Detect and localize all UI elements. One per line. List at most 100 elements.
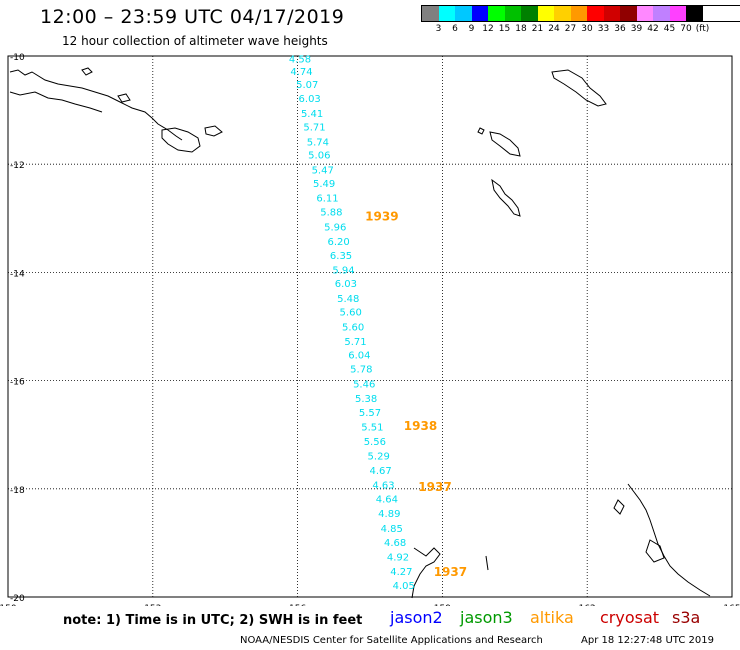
- lon-tick-label: 156: [289, 604, 306, 606]
- coastline-islands-ne: [551, 69, 607, 107]
- pass-time-label: 1938: [404, 419, 437, 433]
- swh-value: 4.85: [381, 524, 403, 535]
- swh-value: 5.78: [350, 365, 372, 376]
- legend-label: 42: [647, 24, 659, 34]
- satellite-name: altika: [530, 608, 574, 627]
- swh-value: 5.56: [364, 437, 386, 448]
- swh-value: 6.03: [299, 94, 321, 105]
- swh-value: 4.68: [384, 538, 406, 549]
- swh-value: 4.89: [378, 509, 400, 520]
- pass-time-label: 1937: [418, 480, 451, 494]
- legend-swatch: [636, 6, 653, 21]
- pass-time-label: 1939: [365, 210, 398, 224]
- legend-swatch: [455, 6, 472, 21]
- axis-labels: 150 153 156 159 162 165 -10 -12 -14 -16 -18 -20: [0, 53, 740, 606]
- lat-tick-label: -10: [10, 53, 25, 63]
- map-grid: [7, 55, 733, 598]
- satellite-name: jason2: [390, 608, 443, 627]
- legend-swatch: [653, 6, 670, 21]
- coastlines: [9, 67, 711, 599]
- swh-value: 4.64: [376, 495, 398, 506]
- legend-swatch: [686, 6, 703, 21]
- swh-value: 4.74: [290, 67, 312, 78]
- legend-label: 33: [597, 24, 610, 34]
- swh-value: 4.27: [390, 567, 412, 578]
- swh-value: 5.71: [344, 337, 366, 348]
- lat-tick-label: -20: [10, 594, 25, 604]
- swh-value: 5.07: [296, 80, 318, 91]
- swh-value: 4.67: [369, 466, 391, 477]
- page-subtitle: 12 hour collection of altimeter wave hei…: [62, 34, 328, 48]
- page-title: 12:00 – 23:59 UTC 04/17/2019: [40, 6, 345, 28]
- lon-tick-label: 162: [579, 604, 596, 606]
- swh-value: 5.29: [368, 451, 390, 462]
- swh-value: 4.63: [372, 480, 394, 491]
- legend-swatch: [488, 6, 505, 21]
- pass-time-label: 1937: [434, 565, 467, 579]
- legend-swatch: [422, 6, 439, 21]
- coastline-islet-6: [491, 178, 521, 217]
- legend-swatch: [669, 6, 686, 21]
- swh-value: 5.38: [355, 394, 377, 405]
- coastline-chesterfield: [411, 547, 441, 599]
- footer: note: 1) Time is in UTC; 2) SWH is in fe…: [0, 606, 740, 650]
- legend-label: 12: [482, 24, 494, 34]
- swh-value: 5.60: [342, 323, 364, 334]
- legend-swatch: [620, 6, 637, 21]
- swh-value: 4.05: [393, 581, 415, 592]
- coastline-papua: [9, 69, 183, 141]
- lon-tick-label: 165: [723, 604, 740, 606]
- legend-swatch: [504, 6, 521, 21]
- swh-value: 4.92: [387, 552, 409, 563]
- legend-label: 39: [630, 24, 643, 34]
- coastline-islet-4: [489, 131, 521, 157]
- coastline-islet-9: [613, 499, 625, 515]
- legend-label: (ft): [695, 24, 710, 34]
- coastline-islet-1: [204, 125, 223, 137]
- swh-value: 5.96: [324, 222, 346, 233]
- swh-value: 6.35: [330, 251, 352, 262]
- satellite-name: jason3: [460, 608, 513, 627]
- color-legend: 3 6 9 12 15 18 21 24 27 30 33 36 39 42 45 70 (ft): [421, 5, 740, 36]
- lon-tick-label: 159: [434, 604, 451, 606]
- wave-height-map: 150 153 156 159 162 165 -10 -12 -14 -16 -18 -20 4.5…: [0, 53, 740, 606]
- legend-label: 27: [564, 24, 577, 34]
- credit-text: NOAA/NESDIS Center for Satellite Applica…: [240, 635, 543, 646]
- swh-value: 6.11: [316, 194, 338, 205]
- swh-track: 4.584.74 5.07 6.03 5.41 5.71 5.74 5.06 5.47 5.49…: [289, 55, 415, 592]
- lon-tick-label: 150: [0, 604, 17, 606]
- legend-label: 70: [680, 24, 692, 34]
- legend-swatch: [471, 6, 488, 21]
- swh-value: 5.46: [353, 379, 375, 390]
- swh-value: 5.94: [332, 266, 354, 277]
- swh-value: 5.48: [337, 294, 359, 305]
- legend-label: 6: [452, 24, 458, 34]
- coastline-islet-2: [81, 67, 93, 76]
- lat-tick-label: -16: [10, 378, 25, 388]
- lon-tick-label: 153: [144, 604, 161, 606]
- legend-label: 30: [581, 24, 593, 34]
- legend-swatches: [421, 5, 740, 22]
- swh-value: 5.51: [361, 423, 383, 434]
- map-frame: [7, 55, 733, 598]
- coastline-louisiade: [161, 127, 201, 153]
- swh-value: 5.74: [307, 137, 329, 148]
- coastline-islet-8: [645, 539, 665, 563]
- lat-tick-label: -18: [10, 486, 25, 496]
- swh-value: 4.58: [289, 55, 311, 66]
- swh-value: 6.20: [327, 237, 349, 248]
- legend-labels: 3 6 9 12 15 18 21 24 27 30 33 36 39 42 45 70 (ft): [421, 22, 740, 36]
- coastline-papua-2: [9, 91, 103, 113]
- lat-tick-label: -14: [10, 269, 25, 279]
- legend-swatch: [554, 6, 571, 21]
- legend-label: 3: [435, 24, 442, 34]
- swh-value: 5.49: [313, 179, 335, 190]
- swh-value: 5.71: [303, 122, 325, 133]
- legend-label: 21: [531, 24, 544, 34]
- legend-swatch: [537, 6, 554, 21]
- swh-value: 5.60: [340, 307, 362, 318]
- legend-swatch: [570, 6, 587, 21]
- legend-swatch: [438, 6, 455, 21]
- swh-value: 6.04: [348, 351, 370, 362]
- legend-label: 18: [515, 24, 527, 34]
